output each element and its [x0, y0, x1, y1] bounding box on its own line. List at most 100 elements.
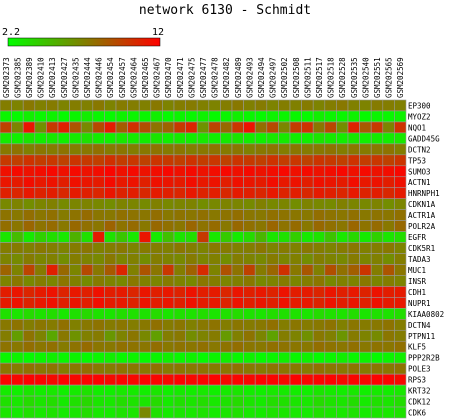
- heatmap-cell: [394, 275, 407, 287]
- heatmap-cell: [220, 110, 233, 123]
- heatmap-cell: [173, 110, 186, 123]
- heatmap-cell: [173, 308, 186, 320]
- heatmap-cell: [138, 187, 152, 199]
- heatmap-cell: [324, 209, 337, 221]
- heatmap-cell: [208, 220, 221, 232]
- heatmap-cell: [347, 143, 360, 156]
- heatmap-cell: [0, 99, 12, 112]
- heatmap-cell: [382, 187, 395, 199]
- heatmap-cell: [104, 209, 117, 221]
- heatmap-cell: [243, 395, 256, 408]
- heatmap-cell: [34, 362, 47, 375]
- heatmap-cell: [22, 351, 36, 364]
- heatmap-cell: [104, 319, 117, 331]
- heatmap-cell: [278, 406, 291, 419]
- heatmap-cell: [266, 286, 279, 298]
- heatmap-cell: [382, 220, 395, 232]
- heatmap-cell: [69, 242, 82, 254]
- heatmap-cell: [336, 319, 349, 331]
- heatmap-cell: [80, 99, 94, 112]
- heatmap-cell: [324, 143, 337, 156]
- heatmap-cell: [278, 209, 291, 221]
- heatmap-cell: [301, 132, 314, 145]
- heatmap-cell: [243, 220, 256, 232]
- heatmap-cell: [127, 110, 140, 123]
- heatmap-cell: [162, 329, 175, 342]
- heatmap-cell: [220, 253, 233, 265]
- heatmap-cell: [115, 275, 128, 287]
- heatmap-cell: [220, 373, 233, 386]
- heatmap-cell: [266, 143, 279, 156]
- heatmap-cell: [243, 308, 256, 320]
- heatmap-cell: [266, 384, 279, 397]
- heatmap-cell: [46, 99, 59, 112]
- heatmap-cell: [46, 340, 59, 353]
- heatmap-cell: [208, 329, 221, 342]
- heatmap-cell: [266, 132, 279, 145]
- heatmap-cell: [336, 395, 349, 408]
- heatmap-cell: [22, 297, 36, 309]
- heatmap-cell: [394, 340, 407, 353]
- heatmap-cell: [80, 329, 94, 342]
- heatmap-cell: [69, 187, 82, 199]
- column-label: GSM202410: [37, 57, 46, 98]
- heatmap-cell: [80, 373, 94, 386]
- heatmap-cell: [57, 121, 70, 134]
- heatmap-cell: [173, 264, 186, 276]
- heatmap-cell: [266, 187, 279, 199]
- heatmap-cell: [127, 187, 140, 199]
- row-label: POLR2A: [408, 222, 436, 231]
- row-label: CDK12: [408, 398, 431, 407]
- heatmap-cell: [220, 308, 233, 320]
- heatmap-cell: [278, 99, 291, 112]
- heatmap-cell: [347, 132, 360, 145]
- heatmap-cell: [312, 351, 326, 364]
- heatmap-cell: [46, 209, 59, 221]
- heatmap-cell: [92, 121, 105, 134]
- heatmap-cell: [185, 373, 198, 386]
- heatmap-cell: [34, 406, 47, 419]
- heatmap-cell: [289, 264, 302, 276]
- heatmap-cell: [243, 286, 256, 298]
- heatmap-cell: [324, 319, 337, 331]
- heatmap-cell: [266, 110, 279, 123]
- heatmap-cell: [196, 198, 210, 210]
- heatmap-cell: [254, 176, 268, 189]
- heatmap-cell: [312, 187, 326, 199]
- heatmap-cell: [382, 176, 395, 189]
- column-label: GSM202373: [2, 57, 11, 98]
- heatmap-cell: [382, 308, 395, 320]
- heatmap-cell: [324, 253, 337, 265]
- heatmap-cell: [162, 275, 175, 287]
- heatmap-cell: [185, 154, 198, 167]
- heatmap-cell: [11, 165, 24, 178]
- heatmap-cell: [46, 319, 59, 331]
- heatmap-cell: [173, 220, 186, 232]
- heatmap-cell: [266, 308, 279, 320]
- heatmap-cell: [220, 198, 233, 210]
- heatmap-cell: [196, 187, 210, 199]
- heatmap-cell: [278, 154, 291, 167]
- heatmap-cell: [34, 253, 47, 265]
- heatmap-cell: [347, 275, 360, 287]
- heatmap-cell: [127, 121, 140, 134]
- heatmap-cell: [127, 340, 140, 353]
- heatmap-cell: [92, 340, 105, 353]
- heatmap-cell: [22, 329, 36, 342]
- heatmap-cell: [115, 395, 128, 408]
- heatmap-cell: [138, 209, 152, 221]
- heatmap-cell: [57, 340, 70, 353]
- heatmap-cell: [11, 253, 24, 265]
- heatmap-cell: [22, 165, 36, 178]
- heatmap-cell: [0, 308, 12, 320]
- column-label: GSM202457: [118, 57, 127, 98]
- heatmap-cell: [243, 154, 256, 167]
- heatmap-cell: [231, 220, 244, 232]
- heatmap-cell: [370, 132, 384, 145]
- heatmap-cell: [57, 286, 70, 298]
- heatmap-cell: [266, 209, 279, 221]
- heatmap-cell: [185, 165, 198, 178]
- heatmap-cell: [69, 154, 82, 167]
- heatmap-cell: [196, 209, 210, 221]
